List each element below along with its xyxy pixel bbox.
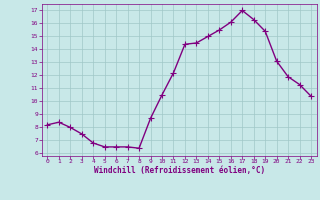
X-axis label: Windchill (Refroidissement éolien,°C): Windchill (Refroidissement éolien,°C) — [94, 166, 265, 175]
